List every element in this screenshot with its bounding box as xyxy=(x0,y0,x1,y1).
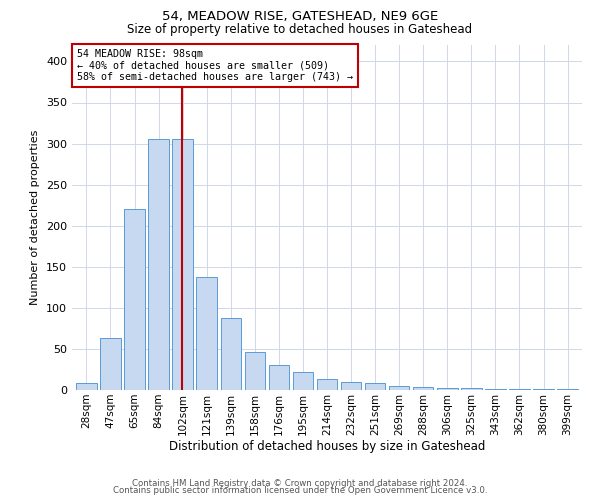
Text: Contains HM Land Registry data © Crown copyright and database right 2024.: Contains HM Land Registry data © Crown c… xyxy=(132,478,468,488)
Bar xyxy=(317,380,337,390)
Bar xyxy=(365,382,385,390)
Bar xyxy=(533,389,554,390)
Bar xyxy=(124,210,145,390)
Bar xyxy=(100,338,121,390)
Bar xyxy=(245,352,265,390)
Bar xyxy=(172,140,193,390)
Text: Contains public sector information licensed under the Open Government Licence v3: Contains public sector information licen… xyxy=(113,486,487,495)
Bar xyxy=(341,382,361,390)
Bar xyxy=(196,278,217,390)
Bar xyxy=(293,372,313,390)
Bar xyxy=(269,364,289,390)
Bar xyxy=(148,140,169,390)
Bar xyxy=(557,389,578,390)
Bar xyxy=(221,318,241,390)
Text: 54 MEADOW RISE: 98sqm
← 40% of detached houses are smaller (509)
58% of semi-det: 54 MEADOW RISE: 98sqm ← 40% of detached … xyxy=(77,49,353,82)
Bar xyxy=(509,389,530,390)
Bar xyxy=(461,388,482,390)
Text: 54, MEADOW RISE, GATESHEAD, NE9 6GE: 54, MEADOW RISE, GATESHEAD, NE9 6GE xyxy=(162,10,438,23)
Bar xyxy=(389,386,409,390)
X-axis label: Distribution of detached houses by size in Gateshead: Distribution of detached houses by size … xyxy=(169,440,485,454)
Bar xyxy=(76,382,97,390)
Text: Size of property relative to detached houses in Gateshead: Size of property relative to detached ho… xyxy=(127,22,473,36)
Bar xyxy=(437,388,458,390)
Bar xyxy=(413,386,433,390)
Y-axis label: Number of detached properties: Number of detached properties xyxy=(31,130,40,305)
Bar xyxy=(485,389,506,390)
